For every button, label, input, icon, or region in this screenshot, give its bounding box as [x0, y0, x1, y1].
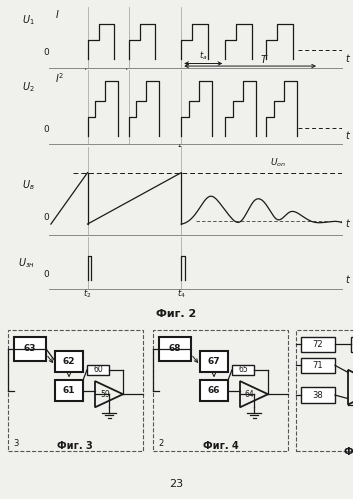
Bar: [55, 351, 83, 372]
Text: 23: 23: [169, 479, 184, 489]
Text: $t_1$: $t_1$: [83, 66, 92, 78]
Bar: [301, 337, 335, 352]
Bar: [200, 380, 228, 401]
Bar: [301, 358, 335, 373]
Text: 38: 38: [313, 391, 323, 400]
Text: 63: 63: [24, 344, 36, 353]
Bar: [153, 330, 288, 451]
Text: $t_3$: $t_3$: [124, 66, 133, 78]
Text: 60: 60: [93, 365, 103, 374]
Text: $U_в$: $U_в$: [22, 179, 35, 193]
Text: 71: 71: [313, 361, 323, 370]
Text: 0: 0: [44, 48, 49, 57]
Text: t: t: [345, 275, 349, 285]
Text: 61: 61: [63, 386, 75, 395]
Text: $U_{зн}$: $U_{зн}$: [18, 256, 35, 270]
Text: 67: 67: [208, 357, 220, 366]
Text: 62: 62: [63, 357, 75, 366]
Text: 65: 65: [238, 365, 248, 374]
Text: $t_4$: $t_4$: [177, 287, 186, 299]
Text: Фиг. 5: Фиг. 5: [344, 447, 353, 457]
Text: $t_2$: $t_2$: [83, 287, 92, 299]
Bar: [8, 330, 143, 451]
Text: 3: 3: [13, 439, 18, 448]
Bar: [296, 330, 353, 451]
Text: 0: 0: [44, 213, 49, 222]
Bar: [232, 365, 254, 375]
Text: 64: 64: [245, 390, 255, 399]
Bar: [55, 380, 83, 401]
Text: $U_1$: $U_1$: [22, 13, 35, 27]
Text: $U_{on}$: $U_{on}$: [270, 157, 286, 169]
Text: $I^2$: $I^2$: [55, 72, 65, 85]
Text: $t_5$: $t_5$: [177, 142, 185, 155]
Text: 72: 72: [313, 340, 323, 349]
Text: $T$: $T$: [261, 52, 269, 64]
Text: t: t: [345, 219, 349, 229]
Text: t: t: [345, 131, 349, 141]
Text: 68: 68: [169, 344, 181, 353]
Bar: [14, 337, 46, 361]
Text: 2: 2: [158, 439, 163, 448]
Bar: [159, 337, 191, 361]
Text: $I$: $I$: [55, 8, 60, 20]
Text: 0: 0: [44, 125, 49, 134]
Text: t: t: [345, 54, 349, 64]
Bar: [301, 387, 335, 403]
Bar: [351, 337, 353, 352]
Text: $U_2$: $U_2$: [22, 80, 35, 94]
Text: $t_a$: $t_a$: [199, 49, 208, 62]
Bar: [200, 351, 228, 372]
Text: 0: 0: [44, 270, 49, 279]
Text: Фиг. 3: Фиг. 3: [57, 441, 93, 451]
Text: Фиг. 2: Фиг. 2: [156, 309, 197, 319]
Text: 66: 66: [208, 386, 220, 395]
Bar: [87, 365, 109, 375]
Text: 59: 59: [100, 390, 110, 399]
Text: Фиг. 4: Фиг. 4: [203, 441, 239, 451]
